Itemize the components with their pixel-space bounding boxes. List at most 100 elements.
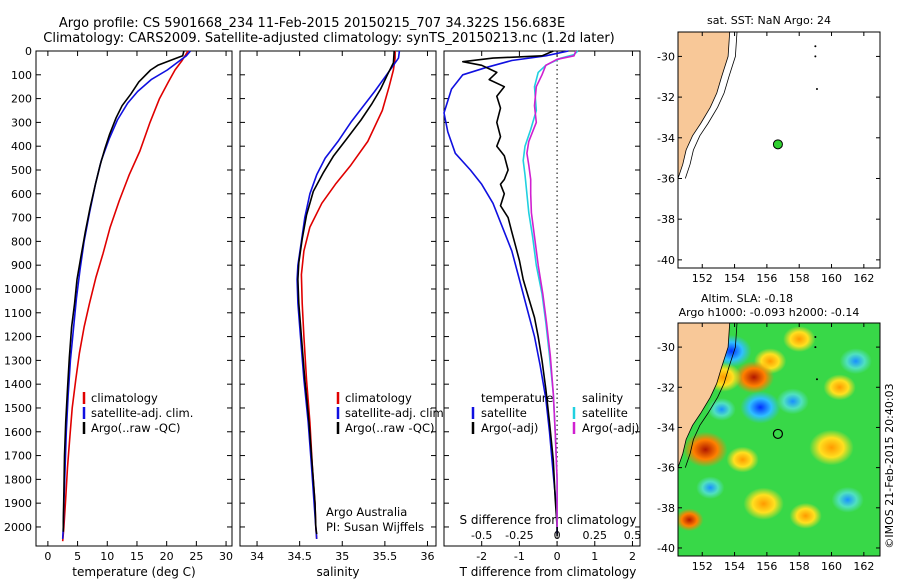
sla-anomaly-blob <box>783 326 816 352</box>
difference-xlabel: T difference from climatology <box>459 565 637 579</box>
sla-map-title-line1: Altim. SLA: -0.18 <box>701 292 793 305</box>
map-content <box>678 32 880 268</box>
y-tick-label: 1800 <box>4 473 32 486</box>
y-tick-label: 1700 <box>4 450 32 463</box>
sla-anomaly-blob <box>707 398 736 421</box>
salinity-panel: salinity climatology satellite-adj. clim… <box>239 50 447 579</box>
difference-legend-temperature: temperature satellite Argo(-adj) <box>471 391 553 435</box>
x-tick-label: -2 <box>476 550 487 563</box>
sla-anomaly-blob <box>726 446 759 473</box>
x-tick-label: 35.5 <box>373 550 398 563</box>
y-tick-label: -30 <box>657 50 675 63</box>
difference-legend-salinity: salinity satellite Argo(-adj) <box>572 391 639 435</box>
legend-argo-raw: Argo(..raw -QC) <box>91 421 181 435</box>
y-tick-label: -40 <box>657 542 675 555</box>
figure-title-line2: Climatology: CARS2009. Satellite-adjuste… <box>43 31 615 46</box>
y-tick-label: 300 <box>11 116 32 129</box>
sla-anomaly-blob <box>823 374 856 401</box>
x-tick-label: 154 <box>724 272 745 285</box>
y-tick-label: 1600 <box>4 426 32 439</box>
island-dot <box>815 378 818 381</box>
y-tick-label: 1000 <box>4 283 32 296</box>
x2-tick-label: 0.5 <box>624 529 642 542</box>
salinity-xlabel: salinity <box>316 565 359 579</box>
sla-anomaly-blob <box>678 508 704 532</box>
x-tick-label: 158 <box>789 560 810 573</box>
y-tick-label: 1400 <box>4 378 32 391</box>
series-line-temperature-satellite <box>443 50 569 535</box>
temperature-panel: temperature (deg C) climatology satellit… <box>4 45 233 579</box>
series-line-argo-raw-qc- <box>297 50 395 535</box>
sla-anomaly-blob <box>789 502 822 529</box>
y-tick-label: -38 <box>657 502 675 515</box>
sla-anomaly-blob <box>776 388 809 415</box>
sst-map-title: sat. SST: NaN Argo: 24 <box>707 14 831 27</box>
x-tick-label: 160 <box>821 560 842 573</box>
y-tick-label: 1500 <box>4 402 32 415</box>
x-tick-label: 2 <box>629 550 636 563</box>
x-tick-label: 10 <box>100 550 114 563</box>
x-tick-label: 0 <box>554 550 561 563</box>
series-line-climatology <box>61 50 189 542</box>
x-tick-label: 0 <box>44 550 51 563</box>
x-tick-label: 34.5 <box>287 550 312 563</box>
y-tick-label: 1200 <box>4 331 32 344</box>
x-tick-label: 162 <box>853 560 874 573</box>
map-content <box>678 323 880 556</box>
sla-anomaly-blob <box>683 431 728 468</box>
series-line-salinity-argo-adj- <box>526 50 577 527</box>
legend-sal-satellite: satellite <box>582 406 628 420</box>
y-tick-label: 800 <box>11 235 32 248</box>
figure-title-line1: Argo profile: CS 5901668_234 11-Feb-2015… <box>59 16 565 31</box>
x-tick-label: 158 <box>789 272 810 285</box>
legend-temp-satellite: satellite <box>481 406 527 420</box>
x-tick-label: 5 <box>74 550 81 563</box>
argo-location-marker <box>772 428 784 440</box>
y-tick-label: -34 <box>657 132 675 145</box>
x-tick-label: 20 <box>160 550 174 563</box>
legend-satellite-adj-clim: satellite-adj. clim. <box>91 406 193 420</box>
legend-temperature-heading: temperature <box>481 391 553 405</box>
x-tick-label: 160 <box>821 272 842 285</box>
y-tick-label: 200 <box>11 93 32 106</box>
x-tick-label: 156 <box>756 272 777 285</box>
x2-tick-label: -0.25 <box>505 529 533 542</box>
x-tick-label: 25 <box>189 550 203 563</box>
sla-anomaly-blob <box>733 361 775 394</box>
map-frame <box>677 31 881 269</box>
y-tick-label: -36 <box>657 172 675 185</box>
island-dot <box>814 346 817 349</box>
x-tick-label: -1 <box>514 550 525 563</box>
y-tick-label: 0 <box>25 45 32 58</box>
x-tick-label: 152 <box>692 560 713 573</box>
sla-map-panel: Altim. SLA: -0.18 Argo h1000: -0.093 h20… <box>657 292 881 573</box>
y-tick-label: -30 <box>657 341 675 354</box>
legend-climatology: climatology <box>91 391 158 405</box>
credit-pi-name: PI: Susan Wijffels <box>326 520 424 534</box>
legend-argo-raw: Argo(..raw -QC) <box>345 421 435 435</box>
temperature-legend: climatology satellite-adj. clim. Argo(..… <box>82 391 193 435</box>
map-frame <box>677 322 881 557</box>
shelf-contour <box>684 323 738 468</box>
x-tick-label: 162 <box>853 272 874 285</box>
temperature-xlabel: temperature (deg C) <box>72 565 195 579</box>
sla-map-title-line2: Argo h1000: -0.093 h2000: -0.14 <box>679 306 860 319</box>
island-dot <box>814 45 817 48</box>
y-tick-label: 700 <box>11 212 32 225</box>
imos-credit: ©IMOS 21-Feb-2015 20:40:03 <box>883 383 896 548</box>
x-tick-label: 1 <box>591 550 598 563</box>
y-tick-label: 900 <box>11 259 32 272</box>
y-tick-label: 2000 <box>4 521 32 534</box>
sla-anomaly-blob <box>831 486 864 513</box>
series-line-argo-raw-qc- <box>62 50 185 532</box>
sla-anomaly-blob <box>839 348 872 375</box>
x2-tick-label: -0.5 <box>471 529 492 542</box>
y-tick-label: 500 <box>11 164 32 177</box>
series-line-temperature-argo-adj- <box>462 50 558 537</box>
y-tick-label: 1100 <box>4 307 32 320</box>
difference-axes-frame <box>443 50 641 547</box>
sla-anomaly-blob <box>809 429 854 466</box>
y-tick-label: 1300 <box>4 354 32 367</box>
land-mass <box>678 323 731 468</box>
